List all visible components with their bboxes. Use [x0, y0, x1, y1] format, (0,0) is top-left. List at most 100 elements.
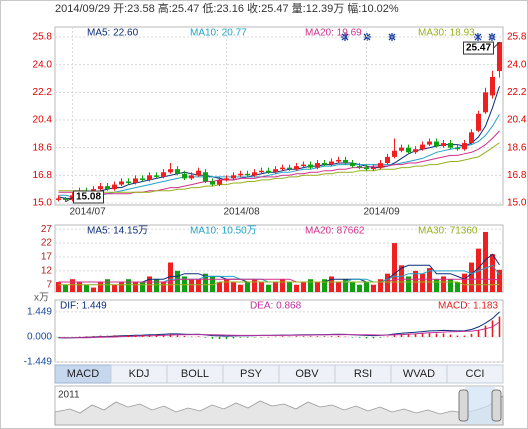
volume-bar: [455, 281, 460, 292]
macd-bar: [246, 336, 249, 338]
high-leader: [493, 41, 500, 49]
y-tick-label: 18.6: [33, 142, 53, 153]
volume-bar: [322, 279, 327, 292]
volume-bar: [196, 279, 201, 292]
macd-bar: [78, 336, 81, 338]
macd-bar: [204, 336, 207, 338]
macd-bar: [365, 336, 368, 339]
macd-bar: [106, 335, 109, 337]
tab-label[interactable]: OBV: [295, 368, 319, 380]
volume-bar: [280, 279, 285, 292]
y-tick-label: 0.000: [27, 332, 52, 343]
indicator-line: [58, 86, 500, 199]
candle-body: [203, 172, 208, 182]
y-tick-label: 27: [41, 224, 53, 235]
macd-bar: [274, 336, 277, 338]
candle-body: [140, 178, 145, 180]
volume-bar: [112, 284, 117, 292]
volume-bar: [294, 284, 299, 292]
tab-label[interactable]: BOLL: [181, 368, 209, 380]
volume-bar: [91, 287, 96, 292]
candle-body: [119, 181, 124, 185]
candle-body: [371, 167, 376, 170]
high-label: 25.47: [466, 43, 491, 54]
candle-body: [350, 163, 355, 167]
candle-body: [469, 132, 474, 144]
macd-bar: [183, 335, 186, 337]
volume-bar: [154, 279, 159, 292]
macd-bar: [190, 336, 193, 338]
y-tick-label: 25.8: [33, 32, 53, 43]
macd-bar: [120, 335, 123, 337]
volume-bar: [231, 281, 236, 292]
low-label-box: [73, 190, 104, 204]
y-tick-label: 17: [41, 252, 53, 263]
candle-body: [182, 173, 187, 179]
legend-entry: MA20: 87662: [305, 226, 365, 237]
candle-body: [245, 173, 250, 176]
y-tick-label: 7: [46, 279, 52, 290]
legend-entry: DIF: 1.449: [60, 301, 107, 312]
macd-bar: [92, 335, 95, 337]
volume-bar: [252, 279, 257, 292]
volume-bar: [161, 281, 166, 292]
macd-bar: [176, 335, 179, 337]
tab-label[interactable]: RSI: [354, 368, 372, 380]
tab[interactable]: [446, 364, 504, 384]
y-tick-label-right: 16.8: [507, 170, 527, 181]
volume-bar: [441, 276, 446, 292]
candle-body: [497, 42, 502, 72]
macd-bar: [414, 333, 417, 337]
candle-body: [378, 163, 383, 168]
y-tick-label-right: 25.8: [507, 32, 527, 43]
candle-body: [168, 169, 173, 173]
candle-body: [357, 166, 362, 168]
candle-body: [385, 156, 390, 164]
indicator-line: [58, 281, 500, 286]
volume-bar: [434, 279, 439, 292]
macd-bar: [477, 330, 480, 337]
candle-body: [329, 161, 334, 165]
macd-bar: [330, 336, 333, 337]
macd-bar: [337, 335, 340, 337]
navigator-handle[interactable]: [491, 389, 502, 422]
macd-bar: [393, 335, 396, 337]
y-tick-label: 24.0: [33, 59, 53, 70]
macd-bar: [253, 336, 256, 338]
tab-label[interactable]: PSY: [240, 368, 263, 380]
candle-body: [420, 144, 425, 150]
volume-bar: [182, 276, 187, 292]
volume-bar: [168, 262, 173, 292]
candle-body: [210, 181, 215, 185]
navigator-handle[interactable]: [458, 389, 469, 422]
legend-entry: MA5: 22.60: [87, 28, 139, 39]
candle-body: [252, 172, 257, 176]
macd-bar: [64, 336, 67, 338]
macd-bar: [442, 333, 445, 337]
candle-body: [413, 149, 418, 153]
legend-entry: MA30: 71360: [418, 226, 478, 237]
volume-bar: [469, 262, 474, 292]
volume-bar: [371, 284, 376, 292]
candle-body: [231, 175, 236, 179]
candle-body: [126, 181, 131, 184]
tab-label[interactable]: KDJ: [129, 368, 150, 380]
volume-bar: [315, 281, 320, 292]
y-tick-label: 22.2: [33, 87, 53, 98]
volume-bar: [308, 279, 313, 292]
navigator-window[interactable]: [465, 387, 495, 424]
volume-bar: [105, 279, 110, 292]
macd-bar: [428, 333, 431, 337]
indicator-line: [58, 142, 500, 193]
tab-label[interactable]: CCI: [466, 368, 485, 380]
candle-body: [280, 167, 285, 170]
volume-bar: [133, 281, 138, 292]
macd-bar: [470, 333, 473, 337]
volume-bar: [245, 281, 250, 292]
tab-label[interactable]: WVAD: [403, 368, 435, 380]
volume-bar: [385, 273, 390, 292]
candle-body: [196, 170, 201, 176]
candle-body: [301, 164, 306, 167]
tab-label[interactable]: MACD: [67, 368, 99, 380]
candle-body: [273, 169, 278, 173]
